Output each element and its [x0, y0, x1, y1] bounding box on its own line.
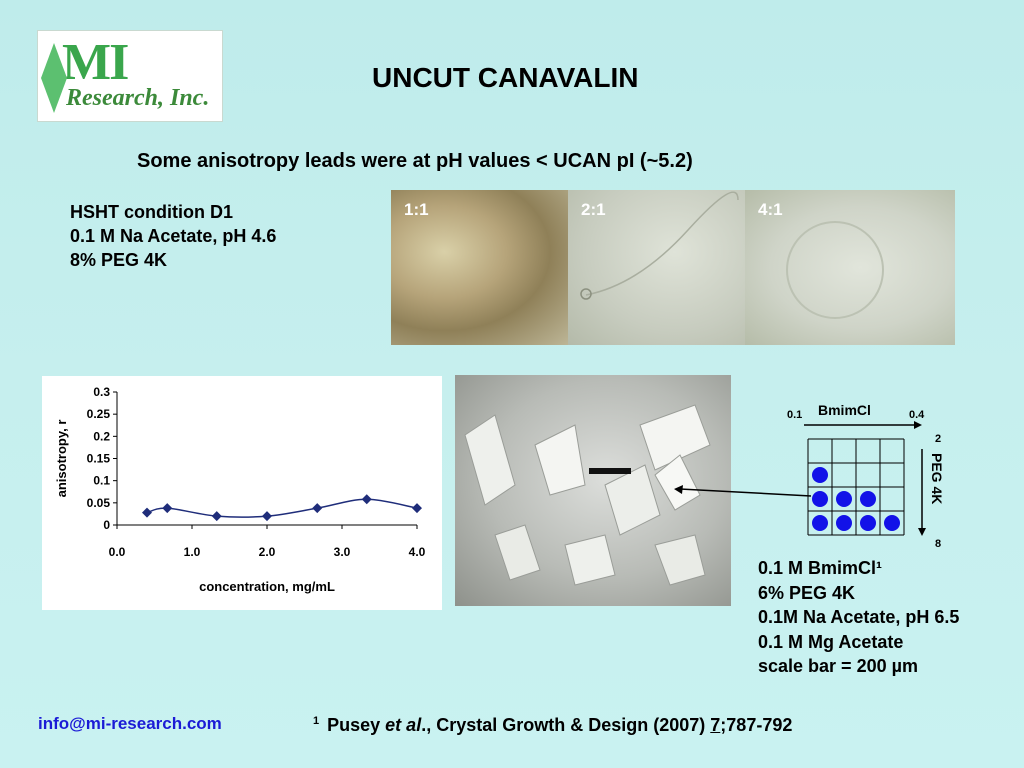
logo-mi: MI: [62, 34, 129, 91]
y-axis-label: anisotropy, r: [54, 420, 69, 498]
condition-top: HSHT condition D1 0.1 M Na Acetate, pH 4…: [70, 200, 276, 272]
x-tick-label: 3.0: [334, 545, 351, 559]
data-point: [412, 503, 422, 514]
diamond-icon: [41, 43, 67, 113]
scale-bar: [589, 468, 631, 474]
photo-label: 1:1: [404, 200, 429, 219]
data-point: [162, 503, 173, 514]
condition-line: 0.1 M Na Acetate, pH 4.6: [70, 226, 277, 246]
photo-ratio-2-1: 2:1: [568, 190, 746, 345]
x-tick-label: 1.0: [184, 545, 201, 559]
peg-min: 2: [935, 433, 941, 445]
bmimcl-max: 0.4: [909, 409, 925, 421]
hit-dot: [884, 515, 900, 531]
screen-grid-diagram: BmimCl 0.1 0.4 2 8 PEG 4K: [674, 405, 945, 550]
ref-author: Pusey: [327, 715, 386, 735]
contact-email[interactable]: info@mi-research.com: [38, 714, 222, 733]
condition-line: 0.1 M Mg Acetate: [758, 631, 904, 652]
y-tick-label: 0: [103, 518, 110, 532]
condition-line: scale bar = 200 µm: [758, 656, 918, 676]
x-axis-label: concentration, mg/mL: [199, 579, 335, 594]
bmimcl-min: 0.1: [787, 409, 802, 421]
ref-mark: 1: [313, 715, 320, 727]
data-point: [142, 507, 152, 518]
pointer-arrow: [679, 488, 812, 497]
ref-etal: et al: [385, 715, 422, 735]
series-line: [146, 498, 418, 518]
ref-pages: ;787-792: [720, 715, 793, 735]
y-tick-label: 0.15: [87, 452, 111, 466]
chart-svg: 0 0.05 0.1 0.15 0.2 0.25 0.3 0.0 1.0 2.0 3.0 4.0 con…: [54, 385, 426, 594]
data-point: [211, 511, 222, 522]
arrow-head-icon: [674, 485, 683, 494]
peg-max: 8: [935, 538, 941, 550]
hit-dot: [812, 491, 828, 507]
hit-dot: [812, 467, 828, 483]
arrow-head-icon: [914, 421, 922, 429]
hit-dot: [812, 515, 828, 531]
y-tick-label: 0.1: [93, 474, 110, 488]
reference: 1 Pusey et al., Crystal Growth & Design (…: [313, 715, 792, 736]
ref-journal: ., Crystal Growth & Design (2007): [421, 715, 711, 735]
hit-dot: [836, 491, 852, 507]
photo-label: 4:1: [758, 200, 783, 219]
y-tick-label: 0.3: [93, 385, 110, 399]
crystal-photo: [455, 375, 731, 606]
hit-dot: [860, 491, 876, 507]
crystal-illustration: [464, 404, 711, 586]
photo-ratio-1-1: 1:1: [391, 190, 569, 345]
slide-title: UNCUT CANAVALIN: [372, 62, 639, 93]
company-logo: MI Research, Inc.: [37, 30, 223, 122]
data-point: [361, 494, 372, 505]
photo-label: 2:1: [581, 200, 606, 219]
y-tick-label: 0.25: [87, 407, 111, 421]
condition-line: 0.1 M BmimCl¹: [758, 558, 883, 578]
logo-research: Research, Inc.: [66, 85, 210, 111]
condition-line: HSHT condition D1: [70, 202, 233, 222]
anisotropy-chart: 0 0.05 0.1 0.15 0.2 0.25 0.3 0.0 1.0 2.0 3.0 4.0 con…: [42, 376, 442, 610]
peg-label: PEG 4K: [929, 453, 945, 504]
slide-subtitle: Some anisotropy leads were at pH values …: [137, 150, 693, 172]
condition-line: 0.1M Na Acetate, pH 6.5: [758, 607, 960, 627]
condition-line: 6% PEG 4K: [758, 582, 856, 603]
bmimcl-label: BmimCl: [818, 405, 871, 418]
data-point: [312, 503, 323, 514]
x-tick-label: 0.0: [109, 545, 126, 559]
hit-dot: [860, 515, 876, 531]
y-tick-label: 0.2: [93, 429, 110, 443]
ref-volume: 7: [710, 715, 721, 735]
arrow-head-icon: [918, 528, 926, 536]
condition-bottom: 0.1 M BmimCl¹ 6% PEG 4K 0.1M Na Acetate,…: [758, 556, 959, 679]
x-tick-label: 4.0: [409, 545, 426, 559]
condition-line: 8% PEG 4K: [70, 250, 168, 270]
x-tick-label: 2.0: [259, 545, 276, 559]
hit-dot: [836, 515, 852, 531]
y-tick-label: 0.05: [87, 496, 111, 510]
data-point: [262, 511, 272, 522]
photo-ratio-4-1: 4:1: [745, 190, 955, 345]
